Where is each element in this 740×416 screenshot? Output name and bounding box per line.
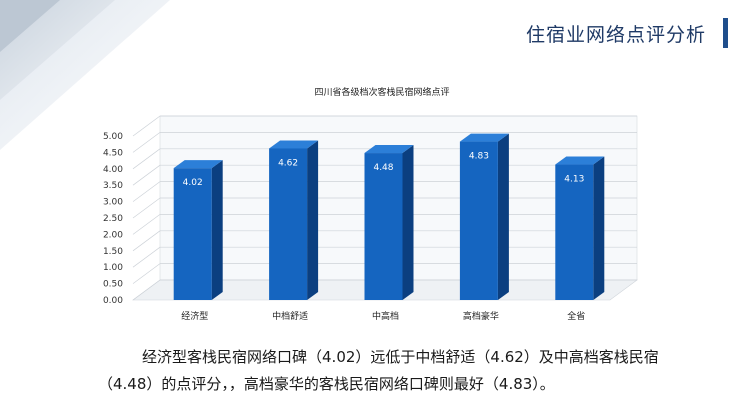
y-tick-label: 3.50 bbox=[103, 181, 123, 191]
bar bbox=[269, 148, 308, 300]
y-tick-label: 3.00 bbox=[103, 198, 123, 208]
gridline-diagonal bbox=[132, 148, 161, 170]
data-label: 4.48 bbox=[373, 163, 393, 173]
y-tick-label: 5.00 bbox=[103, 132, 123, 142]
y-tick-label: 1.50 bbox=[103, 247, 123, 257]
title-accent-bar bbox=[723, 18, 728, 48]
bar-side bbox=[211, 160, 223, 300]
data-label: 4.62 bbox=[278, 158, 298, 168]
bar-side bbox=[307, 140, 319, 300]
bar bbox=[459, 141, 498, 300]
bar bbox=[173, 168, 212, 300]
chart-title: 四川省各级档次客栈民宿网络点评 bbox=[314, 86, 449, 98]
data-label: 4.13 bbox=[564, 175, 584, 185]
y-tick-label: 1.00 bbox=[103, 263, 123, 273]
bar bbox=[555, 164, 594, 300]
y-tick-label: 4.00 bbox=[103, 165, 123, 175]
x-tick-label: 全省 bbox=[567, 310, 585, 322]
y-tick-label: 4.50 bbox=[103, 148, 123, 158]
x-tick-label: 中高档 bbox=[372, 310, 399, 322]
slide-title: 住宿业网络点评分析 bbox=[525, 24, 706, 46]
bar-side bbox=[402, 145, 414, 300]
gridline-diagonal bbox=[132, 164, 161, 186]
bar-side bbox=[593, 156, 605, 300]
bar-top bbox=[173, 160, 223, 169]
gridline-diagonal bbox=[132, 181, 161, 202]
caption-text: 经济型客栈民宿网络口碑（4.02）远低于中档舒适（4.62）及中高档客栈民宿（4… bbox=[98, 348, 659, 393]
gridline-diagonal bbox=[132, 230, 161, 252]
gridline-diagonal bbox=[132, 197, 161, 219]
bar bbox=[364, 153, 403, 300]
bar-top bbox=[555, 156, 605, 165]
gridline-diagonal bbox=[132, 263, 161, 284]
x-tick-label: 高档豪华 bbox=[463, 310, 499, 322]
y-tick-label: 0.50 bbox=[103, 280, 123, 290]
y-tick-label: 2.50 bbox=[103, 214, 123, 224]
bar-side bbox=[497, 133, 509, 300]
bar-top bbox=[364, 145, 414, 154]
y-tick-label: 0.00 bbox=[103, 296, 123, 306]
gridline-diagonal bbox=[132, 132, 161, 153]
bar-top bbox=[269, 140, 319, 149]
gridline-diagonal bbox=[132, 246, 161, 268]
data-label: 4.02 bbox=[183, 178, 203, 188]
gridline-diagonal bbox=[132, 279, 161, 301]
gridline-diagonal bbox=[132, 115, 161, 137]
y-tick-label: 2.00 bbox=[103, 230, 123, 240]
gridline-diagonal bbox=[132, 214, 161, 235]
bar-top bbox=[459, 133, 509, 142]
x-tick-label: 中档舒适 bbox=[272, 310, 308, 322]
x-tick-label: 经济型 bbox=[181, 310, 208, 322]
data-label: 4.83 bbox=[469, 152, 489, 162]
